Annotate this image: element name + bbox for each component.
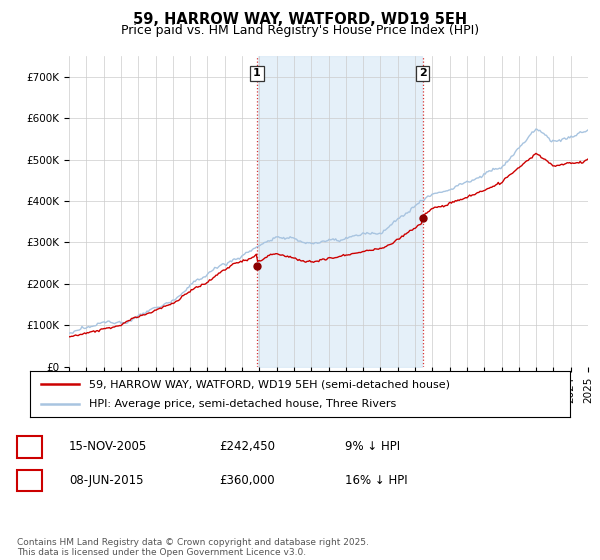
Text: 2: 2 <box>25 474 34 487</box>
Text: 1: 1 <box>253 68 261 78</box>
Text: 59, HARROW WAY, WATFORD, WD19 5EH: 59, HARROW WAY, WATFORD, WD19 5EH <box>133 12 467 27</box>
Text: 08-JUN-2015: 08-JUN-2015 <box>69 474 143 487</box>
Text: HPI: Average price, semi-detached house, Three Rivers: HPI: Average price, semi-detached house,… <box>89 399 397 409</box>
Text: 2: 2 <box>419 68 427 78</box>
Text: 1: 1 <box>25 440 34 454</box>
Text: £242,450: £242,450 <box>219 440 275 454</box>
Text: 16% ↓ HPI: 16% ↓ HPI <box>345 474 407 487</box>
Text: 59, HARROW WAY, WATFORD, WD19 5EH (semi-detached house): 59, HARROW WAY, WATFORD, WD19 5EH (semi-… <box>89 379 451 389</box>
Text: Price paid vs. HM Land Registry's House Price Index (HPI): Price paid vs. HM Land Registry's House … <box>121 24 479 37</box>
Text: Contains HM Land Registry data © Crown copyright and database right 2025.
This d: Contains HM Land Registry data © Crown c… <box>17 538 368 557</box>
Text: £360,000: £360,000 <box>219 474 275 487</box>
Text: 9% ↓ HPI: 9% ↓ HPI <box>345 440 400 454</box>
Text: 15-NOV-2005: 15-NOV-2005 <box>69 440 147 454</box>
